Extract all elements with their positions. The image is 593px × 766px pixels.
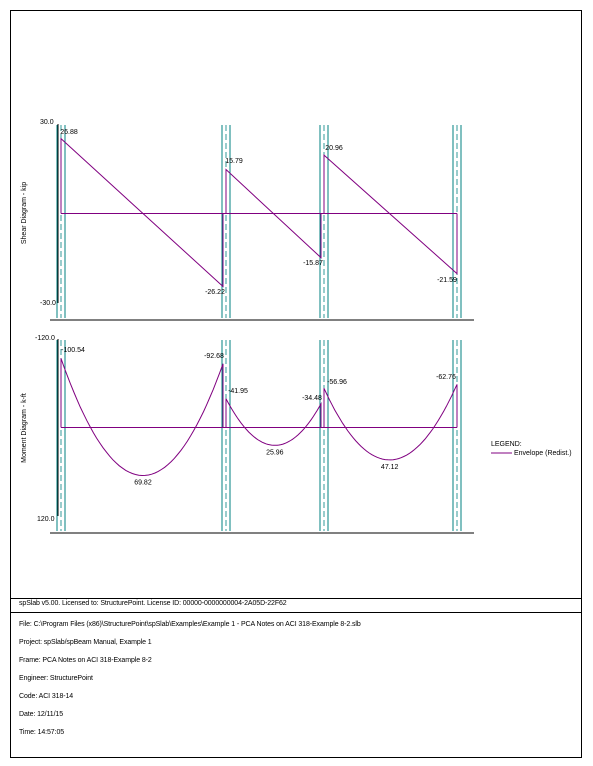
- frame-line: Frame: PCA Notes on ACI 318-Example 8-2: [19, 657, 152, 664]
- shear-label-6: -21.59: [437, 277, 457, 284]
- shear-label-4: -15.87: [303, 260, 323, 267]
- labels-layer: 26.88 -26.22 15.79 -15.87 20.96 -21.59 -100.54…: [60, 129, 457, 487]
- moment-label-2: -92.68: [204, 353, 224, 360]
- shear-ytick-bottom: -30.0: [40, 300, 56, 307]
- shear-label-5: 20.96: [325, 145, 343, 152]
- shear-span-1: [60, 137, 224, 288]
- code-line: Code: ACI 318-14: [19, 693, 74, 700]
- moment-label-max-3: 47.12: [381, 464, 399, 471]
- legend-entry: Envelope (Redist.): [514, 450, 572, 457]
- supports-layer: [56, 125, 462, 531]
- moment-ylabel: Moment Diagram - k-ft: [21, 393, 28, 463]
- shear-span-2: [225, 168, 322, 259]
- shear-ytick-top: 30.0: [40, 119, 54, 126]
- time-line: Time: 14:57:05: [19, 729, 65, 736]
- moment-ytick-top: -120.0: [35, 335, 55, 342]
- engineer-line: Engineer: StructurePoint: [19, 675, 93, 682]
- moment-span-3: [323, 384, 458, 461]
- moment-ytick-bottom: 120.0: [37, 516, 55, 523]
- shear-label-3: 15.79: [225, 158, 243, 165]
- moment-label-3: -41.95: [228, 388, 248, 395]
- moment-label-max-2: 25.96: [266, 449, 284, 456]
- license-line: spSlab v5.00. Licensed to: StructurePoin…: [19, 600, 287, 607]
- moment-label-1: -100.54: [61, 347, 85, 354]
- curves-layer: [60, 137, 458, 477]
- shear-ylabel: Shear Diagram - kip: [21, 182, 28, 244]
- footer-mid-rule: [10, 612, 582, 613]
- moment-span-2: [225, 398, 322, 446]
- legend-title: LEGEND:: [491, 441, 522, 448]
- moment-span-1: [60, 358, 224, 477]
- date-line: Date: 12/11/15: [19, 711, 64, 718]
- axes-layer: [50, 124, 474, 534]
- moment-label-5: -56.96: [327, 379, 347, 386]
- file-line: File: C:\Program Files (x86)\StructurePo…: [19, 621, 361, 628]
- footer-top-rule: [10, 598, 582, 599]
- shear-span-3: [323, 154, 458, 275]
- shear-label-2: -26.22: [205, 289, 225, 296]
- shear-label-1: 26.88: [60, 129, 78, 136]
- moment-label-6: -62.76: [436, 374, 456, 381]
- moment-label-max-1: 69.82: [134, 480, 152, 487]
- moment-label-4: -34.48: [302, 395, 322, 402]
- page-frame: [10, 10, 582, 758]
- project-line: Project: spSlab/spBeam Manual, Example 1: [19, 639, 152, 646]
